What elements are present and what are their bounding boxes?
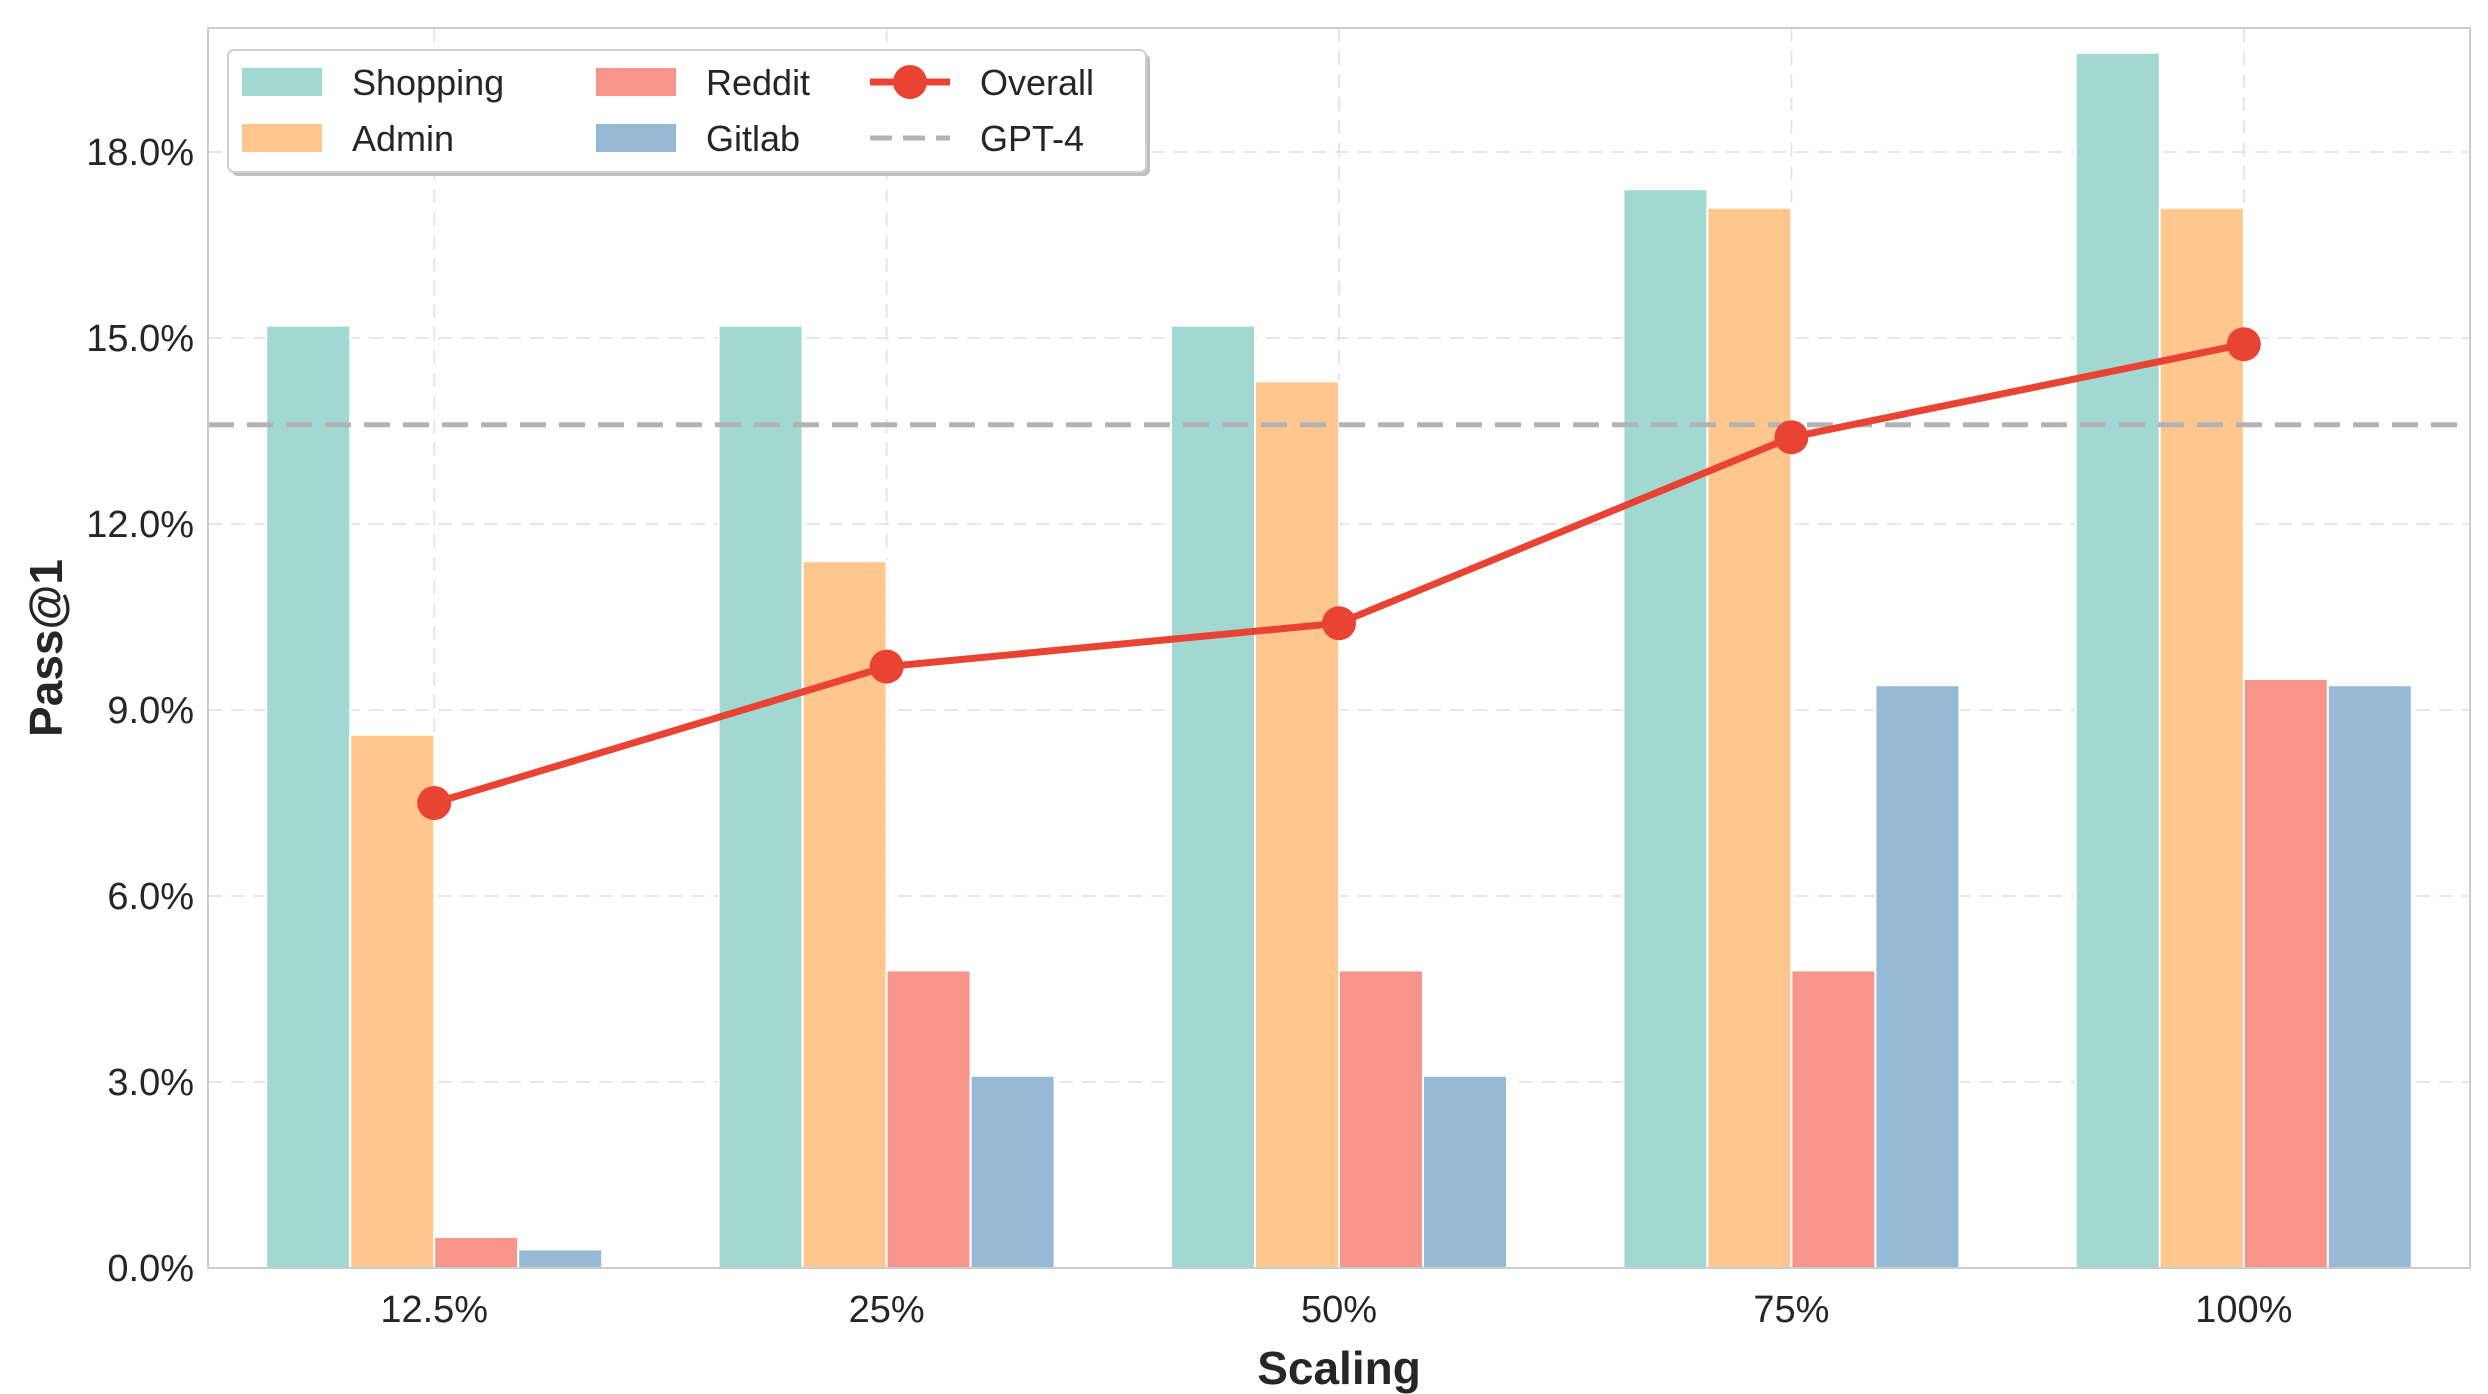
point-overall-25 bbox=[869, 649, 904, 684]
y-axis-title: Pass@1 bbox=[20, 559, 72, 737]
legend-swatch-shopping bbox=[242, 68, 322, 96]
legend-swatch-admin bbox=[242, 124, 322, 152]
x-tick-label: 25% bbox=[849, 1289, 925, 1331]
bar-shopping-100 bbox=[2074, 51, 2161, 1269]
legend-label-gpt-4: GPT-4 bbox=[980, 118, 1084, 159]
legend-marker-overall bbox=[893, 65, 927, 99]
bar-admin-50 bbox=[1254, 380, 1340, 1269]
bar-reddit-25 bbox=[885, 969, 972, 1270]
y-tick-label: 6.0% bbox=[107, 876, 194, 918]
point-overall-75 bbox=[1774, 420, 1809, 455]
point-overall-12-5 bbox=[417, 786, 452, 820]
bar-shopping-50 bbox=[1170, 324, 1256, 1270]
legend-label-admin: Admin bbox=[352, 118, 454, 159]
y-tick-label: 12.0% bbox=[86, 504, 194, 546]
bar-gitlab-50 bbox=[1422, 1074, 1508, 1270]
y-tick-label: 9.0% bbox=[107, 690, 194, 732]
bar-reddit-12-5 bbox=[433, 1236, 520, 1269]
x-axis-title: Scaling bbox=[1257, 1342, 1421, 1394]
bar-shopping-75 bbox=[1622, 188, 1709, 1270]
point-overall-100 bbox=[2226, 327, 2261, 362]
y-tick-label: 0.0% bbox=[107, 1248, 194, 1290]
tick-labels: 0.0% 3.0% 6.0% 9.0% 12.0% 15.0% 18.0% 12.5% 25% 5… bbox=[86, 132, 2292, 1331]
x-tick-label: 100% bbox=[2195, 1289, 2292, 1331]
bar-gitlab-12-5 bbox=[517, 1248, 604, 1270]
bar-shopping-12-5 bbox=[265, 324, 352, 1270]
x-tick-label: 50% bbox=[1301, 1289, 1377, 1331]
y-tick-label: 18.0% bbox=[86, 132, 194, 174]
bar-admin-100 bbox=[2158, 206, 2245, 1269]
bar-shopping-25 bbox=[717, 324, 804, 1270]
bar-gitlab-75 bbox=[1874, 684, 1961, 1269]
y-tick-label: 15.0% bbox=[86, 318, 194, 360]
legend-label-shopping: Shopping bbox=[352, 62, 504, 103]
x-tick-label: 12.5% bbox=[380, 1289, 488, 1331]
line-series bbox=[417, 327, 2261, 820]
point-overall-50 bbox=[1322, 606, 1356, 641]
legend-swatch-gitlab bbox=[596, 124, 676, 152]
y-tick-label: 3.0% bbox=[107, 1062, 194, 1104]
bar-reddit-50 bbox=[1338, 969, 1424, 1270]
bar-reddit-75 bbox=[1790, 969, 1877, 1270]
legend: Shopping Admin Reddit Gitlab Overall GPT-4 bbox=[227, 49, 1150, 176]
bar-admin-75 bbox=[1706, 206, 1793, 1269]
legend-label-overall: Overall bbox=[980, 62, 1094, 103]
bar-gitlab-100 bbox=[2326, 684, 2413, 1269]
bar-admin-12-5 bbox=[349, 733, 436, 1269]
bar-series bbox=[265, 51, 2413, 1270]
x-tick-label: 75% bbox=[1753, 1289, 1829, 1331]
legend-label-reddit: Reddit bbox=[706, 62, 810, 103]
plot-area-frame bbox=[207, 27, 2471, 1269]
legend-swatch-reddit bbox=[596, 68, 676, 96]
bar-gitlab-25 bbox=[969, 1074, 1056, 1270]
bar-reddit-100 bbox=[2242, 678, 2329, 1269]
legend-label-gitlab: Gitlab bbox=[706, 118, 800, 159]
